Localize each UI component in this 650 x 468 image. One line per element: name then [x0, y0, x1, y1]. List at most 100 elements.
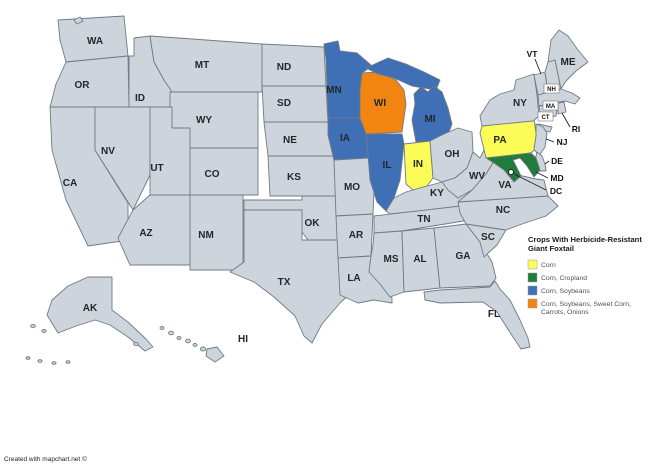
state-label-ga: GA [456, 251, 471, 262]
vt-callout-line [534, 58, 542, 75]
state-label-vt: VT [527, 49, 539, 59]
state-label-ny: NY [513, 98, 527, 109]
state-label-nd: ND [277, 62, 291, 73]
state-ny[interactable] [479, 73, 540, 127]
ct-boxed-label: CT [537, 111, 554, 122]
state-ak[interactable] [46, 276, 154, 352]
state-ri[interactable] [557, 101, 567, 115]
state-label-mo: MO [344, 182, 360, 193]
state-label-pa: PA [493, 135, 506, 146]
state-az[interactable] [117, 194, 191, 266]
state-mi-upper-peninsula[interactable] [365, 57, 441, 91]
state-ak-aleutian-island[interactable] [25, 356, 31, 360]
state-label-or: OR [75, 80, 91, 91]
state-label-az: AZ [139, 228, 152, 239]
state-label-wi: WI [374, 98, 386, 109]
state-ak-island[interactable] [41, 329, 47, 333]
state-label-ct: CT [542, 115, 550, 121]
state-hi-island[interactable] [192, 343, 198, 347]
state-hi-island[interactable] [159, 326, 165, 330]
state-label-ms: MS [384, 254, 399, 265]
ma-boxed-label: MA [542, 100, 559, 111]
legend-swatch-corn-soybeans[interactable] [527, 285, 538, 296]
state-co[interactable] [189, 147, 259, 196]
callout-lines-layer [513, 58, 571, 191]
state-label-il: IL [383, 160, 392, 171]
dc-callout-line [513, 173, 547, 191]
state-ak-panhandle-island[interactable] [133, 341, 139, 347]
state-label-sd: SD [277, 98, 291, 109]
legend-swatch-corn-cropland[interactable] [527, 272, 538, 283]
dc-marker-dot[interactable] [508, 169, 514, 175]
state-mi[interactable] [411, 85, 453, 143]
state-label-ok: OK [305, 218, 321, 229]
state-hi-island[interactable] [176, 336, 182, 340]
state-label-mn: MN [326, 85, 342, 96]
ri-callout-line [561, 112, 571, 128]
state-label-fl: FL [488, 309, 500, 320]
state-hi-island[interactable] [185, 338, 191, 344]
state-ak-island[interactable] [30, 323, 36, 329]
ma-label-box [542, 100, 559, 111]
state-hi-big-island[interactable] [205, 346, 225, 363]
state-ak-aleutian-island[interactable] [51, 361, 57, 365]
state-label-in: IN [413, 159, 423, 170]
state-md[interactable] [485, 152, 541, 183]
state-ak-aleutian-island[interactable] [37, 359, 43, 363]
attribution-text: Created with mapchart.net © [4, 455, 87, 463]
state-label-nc: NC [496, 205, 510, 216]
state-labels-layer: WA OR CA NV ID MT WY UT CO AZ NM ND SD N… [63, 36, 580, 345]
state-label-nm: NM [198, 230, 214, 241]
state-label-id: ID [135, 93, 145, 104]
state-label-nj: NJ [557, 137, 568, 147]
nj-callout-line [545, 138, 555, 143]
state-nc[interactable] [457, 195, 559, 231]
nh-boxed-label: NH [543, 83, 560, 94]
state-label-wa: WA [87, 36, 103, 47]
state-label-ks: KS [287, 172, 301, 183]
state-ne[interactable] [263, 121, 339, 157]
state-label-nv: NV [101, 146, 115, 157]
legend-swatch-corn[interactable] [527, 259, 538, 270]
state-wa-island[interactable] [73, 16, 84, 25]
state-hi-island[interactable] [168, 330, 174, 336]
legend-swatch-corn-soybeans-sweetcorn-carrots-onions[interactable] [527, 298, 538, 309]
state-label-ma: MA [546, 104, 556, 110]
state-tx[interactable] [229, 209, 356, 344]
nh-label-box [543, 83, 560, 94]
state-label-oh: OH [445, 149, 460, 160]
state-label-ut: UT [150, 163, 163, 174]
state-label-hi: HI [238, 334, 248, 345]
state-label-ak: AK [83, 303, 98, 314]
state-label-al: AL [413, 254, 426, 265]
state-label-ne: NE [283, 135, 297, 146]
ct-label-box [537, 111, 554, 122]
state-label-nh: NH [547, 87, 556, 93]
state-me[interactable] [547, 29, 589, 90]
state-label-ia: IA [340, 133, 350, 144]
de-callout-line [544, 160, 550, 165]
state-nd[interactable] [261, 43, 327, 87]
state-label-ky: KY [430, 188, 444, 199]
legend-label-corn: Corn [541, 262, 556, 269]
state-label-sc: SC [481, 232, 495, 243]
state-nj[interactable] [533, 123, 548, 157]
state-fl[interactable] [423, 280, 531, 350]
state-ks[interactable] [267, 155, 341, 197]
legend-title-line2: Giant Foxtail [528, 244, 574, 253]
state-sd[interactable] [261, 85, 329, 123]
state-hi-island[interactable] [199, 346, 207, 352]
state-or[interactable] [49, 55, 130, 108]
states-layer [25, 15, 589, 365]
state-label-ar: AR [349, 230, 364, 241]
state-label-ca: CA [63, 178, 77, 189]
state-label-va: VA [498, 180, 511, 191]
state-label-mi: MI [424, 114, 435, 125]
legend-label-corn-soybeans-sweetcorn-line1: Corn, Soybeans, Sweet Corn, [541, 301, 631, 308]
state-label-co: CO [205, 169, 220, 180]
state-label-dc: DC [550, 186, 562, 196]
legend-label-corn-cropland: Corn, Cropland [541, 275, 587, 282]
state-ak-aleutian-island[interactable] [65, 360, 71, 364]
